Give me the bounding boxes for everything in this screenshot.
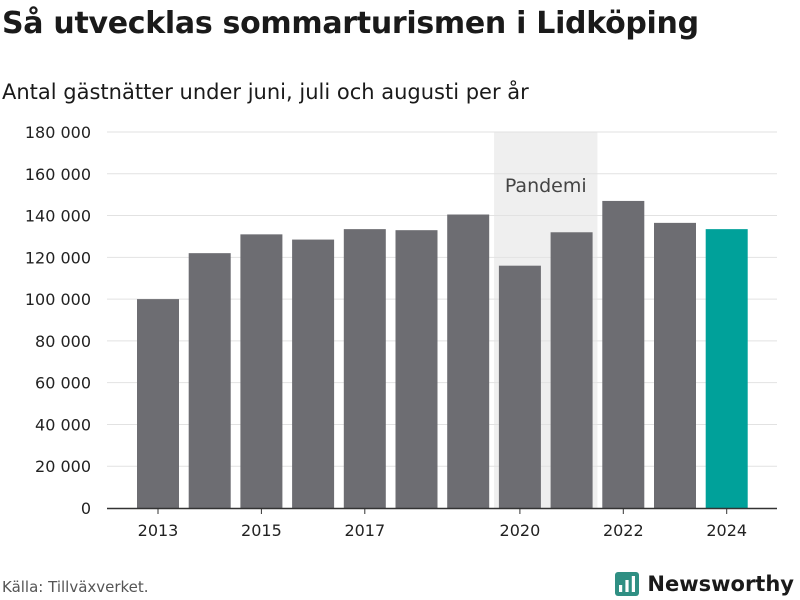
bar-2013 xyxy=(137,299,179,508)
annotation-label: Pandemi xyxy=(505,175,587,197)
bar-chart: Pandemi 0 20 000 40 000 60 000 80 000 100 000 1… xyxy=(25,123,777,540)
y-tick-label: 20 000 xyxy=(35,457,91,476)
bar-2017 xyxy=(343,229,386,508)
bar-2020 xyxy=(498,265,541,508)
bar-2022 xyxy=(602,200,645,508)
y-tick-label: 120 000 xyxy=(25,248,91,267)
bar-2024 xyxy=(705,229,748,508)
y-tick-label: 40 000 xyxy=(35,415,91,434)
brand-logo: Newsworthy xyxy=(615,570,794,598)
bar-2023 xyxy=(654,222,696,508)
y-tick-label: 80 000 xyxy=(35,332,91,351)
chart-subtitle: Antal gästnätter under juni, juli och au… xyxy=(2,80,529,104)
newsworthy-logo-icon xyxy=(615,572,640,596)
x-tick-label: 2024 xyxy=(706,521,747,540)
x-tick-label: 2013 xyxy=(138,521,179,540)
bar-2014 xyxy=(188,253,231,508)
y-tick-label: 100 000 xyxy=(25,290,91,309)
bar-2015 xyxy=(240,234,283,508)
brand-name: Newsworthy xyxy=(647,572,794,596)
bar-2019 xyxy=(447,214,490,508)
bar-2018 xyxy=(395,230,438,508)
bar-2021 xyxy=(550,232,593,508)
bar-2016 xyxy=(292,239,335,509)
x-tick-label: 2017 xyxy=(344,521,385,540)
x-tick-label: 2015 xyxy=(241,521,282,540)
chart-title: Så utvecklas sommarturismen i Lidköping xyxy=(2,6,699,41)
x-tick-label: 2022 xyxy=(603,521,644,540)
y-tick-label: 180 000 xyxy=(25,123,91,142)
y-tick-label: 140 000 xyxy=(25,207,91,226)
source-note: Källa: Tillväxverket. xyxy=(2,578,149,596)
y-tick-label: 160 000 xyxy=(25,165,91,184)
y-tick-label: 0 xyxy=(81,499,91,518)
y-tick-label: 60 000 xyxy=(35,374,91,393)
x-tick-label: 2020 xyxy=(500,521,541,540)
